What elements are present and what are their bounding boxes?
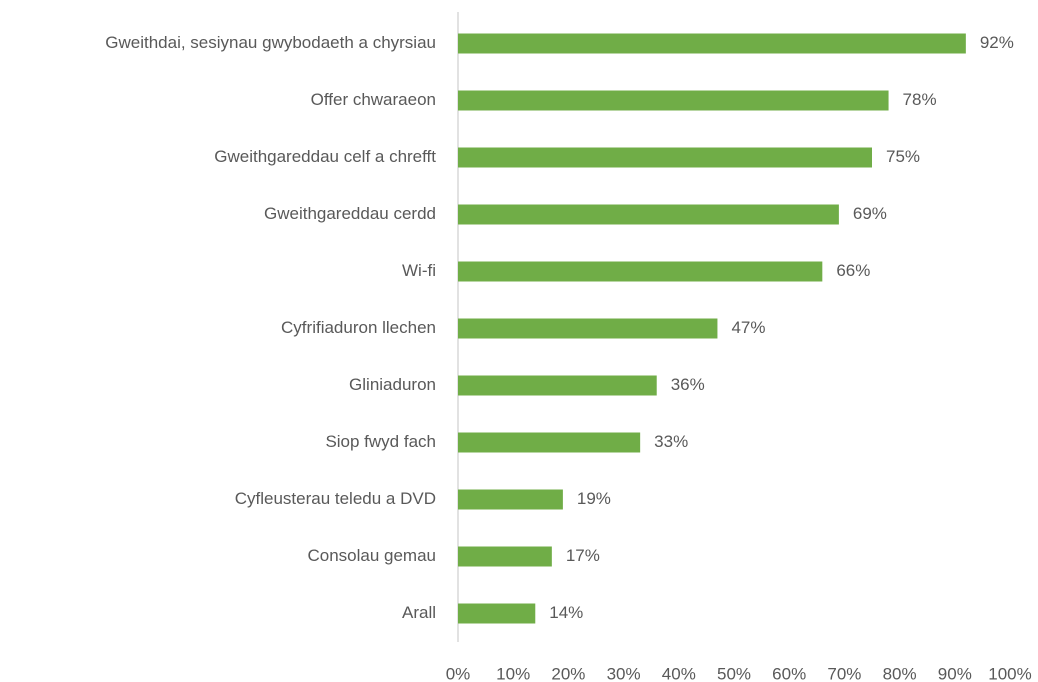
y-tick-label: Gweithgareddau celf a chrefft bbox=[214, 147, 436, 166]
x-tick-label: 20% bbox=[551, 664, 585, 682]
data-label: 78% bbox=[903, 90, 937, 109]
y-tick-label: Gweithgareddau cerdd bbox=[264, 204, 436, 223]
y-tick-label: Gliniaduron bbox=[349, 375, 436, 394]
bar bbox=[458, 318, 718, 339]
data-label: 47% bbox=[731, 318, 765, 337]
y-tick-label: Offer chwaraeon bbox=[311, 90, 436, 109]
y-tick-label: Wi-fi bbox=[402, 261, 436, 280]
bar bbox=[458, 546, 552, 567]
x-tick-label: 90% bbox=[938, 664, 972, 682]
bar bbox=[458, 33, 966, 54]
data-label: 69% bbox=[853, 204, 887, 223]
bar bbox=[458, 261, 823, 282]
bar bbox=[458, 375, 657, 396]
y-tick-label: Cyfleusterau teledu a DVD bbox=[235, 489, 436, 508]
data-label: 17% bbox=[566, 546, 600, 565]
x-tick-label: 70% bbox=[827, 664, 861, 682]
data-label: 75% bbox=[886, 147, 920, 166]
y-tick-label: Siop fwyd fach bbox=[325, 432, 436, 451]
x-tick-label: 100% bbox=[988, 664, 1031, 682]
bar bbox=[458, 603, 536, 624]
data-label: 66% bbox=[836, 261, 870, 280]
data-label: 33% bbox=[654, 432, 688, 451]
x-tick-label: 30% bbox=[607, 664, 641, 682]
x-tick-label: 50% bbox=[717, 664, 751, 682]
bar bbox=[458, 489, 563, 510]
data-label: 14% bbox=[549, 603, 583, 622]
x-tick-label: 10% bbox=[496, 664, 530, 682]
bar bbox=[458, 90, 889, 111]
x-tick-label: 40% bbox=[662, 664, 696, 682]
y-tick-label: Cyfrifiaduron llechen bbox=[281, 318, 436, 337]
data-label: 19% bbox=[577, 489, 611, 508]
data-label: 92% bbox=[980, 33, 1014, 52]
x-tick-label: 80% bbox=[883, 664, 917, 682]
y-tick-label: Gweithdai, sesiynau gwybodaeth a chyrsia… bbox=[105, 33, 436, 52]
x-tick-label: 60% bbox=[772, 664, 806, 682]
y-tick-label: Arall bbox=[402, 603, 436, 622]
x-tick-label: 0% bbox=[446, 664, 471, 682]
bar bbox=[458, 432, 641, 453]
bar bbox=[458, 147, 872, 168]
bar bbox=[458, 204, 839, 225]
data-label: 36% bbox=[671, 375, 705, 394]
y-tick-label: Consolau gemau bbox=[307, 546, 436, 565]
